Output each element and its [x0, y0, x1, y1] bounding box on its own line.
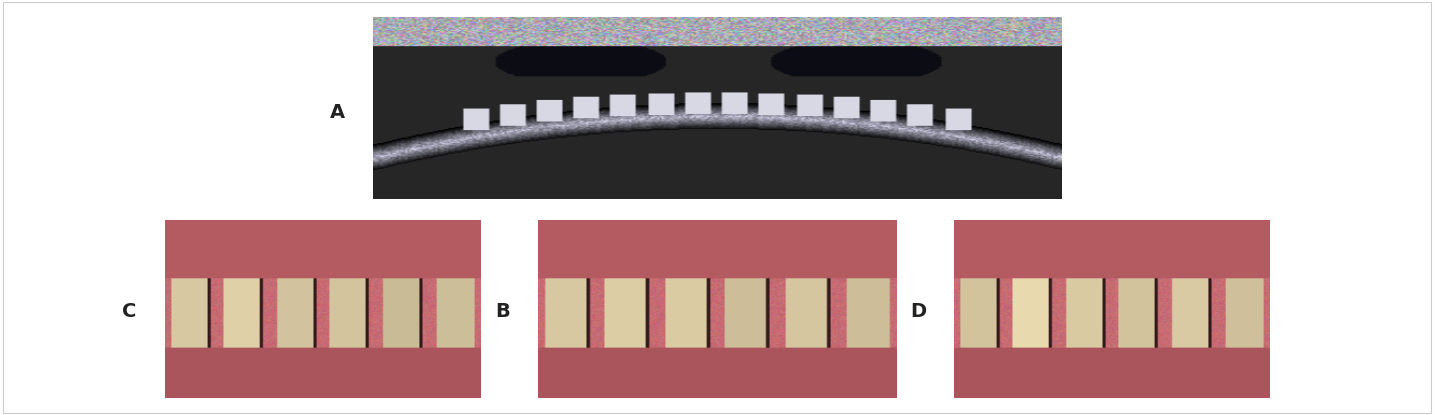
Text: D: D [910, 302, 927, 321]
Text: A: A [330, 103, 344, 122]
Text: B: B [495, 302, 509, 321]
Text: C: C [122, 302, 136, 321]
